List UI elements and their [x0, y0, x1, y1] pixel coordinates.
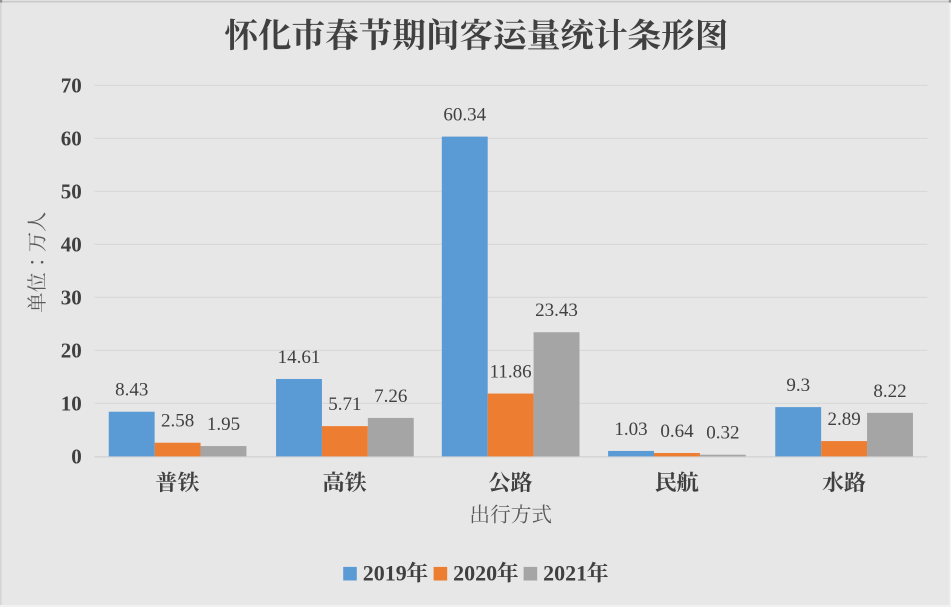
svg-text:9.3: 9.3 — [786, 375, 810, 396]
svg-text:10: 10 — [61, 392, 82, 416]
svg-text:8.22: 8.22 — [873, 381, 906, 402]
svg-text:5.71: 5.71 — [328, 394, 361, 415]
svg-text:11.86: 11.86 — [490, 362, 532, 383]
svg-text:2021: 2021 — [543, 561, 587, 586]
svg-text:50: 50 — [61, 180, 82, 204]
svg-text:14.61: 14.61 — [278, 347, 321, 368]
svg-text:2019: 2019 — [363, 561, 407, 586]
svg-text:0.32: 0.32 — [706, 423, 739, 444]
svg-text:20: 20 — [61, 339, 82, 363]
svg-text:8.43: 8.43 — [115, 380, 148, 401]
svg-text:30: 30 — [61, 286, 82, 310]
svg-text:60.34: 60.34 — [443, 105, 486, 126]
svg-text:23.43: 23.43 — [535, 300, 578, 321]
svg-text:2020: 2020 — [453, 561, 497, 586]
svg-text:0.64: 0.64 — [660, 421, 694, 442]
svg-text:2.58: 2.58 — [161, 411, 194, 432]
svg-text:7.26: 7.26 — [374, 386, 407, 407]
svg-text:2.89: 2.89 — [827, 409, 860, 430]
svg-text:40: 40 — [61, 233, 82, 257]
svg-text:1.95: 1.95 — [207, 414, 240, 435]
svg-text:60: 60 — [61, 127, 82, 151]
svg-text:70: 70 — [61, 74, 82, 98]
svg-text:1.03: 1.03 — [614, 419, 647, 440]
svg-text:0: 0 — [71, 445, 82, 469]
